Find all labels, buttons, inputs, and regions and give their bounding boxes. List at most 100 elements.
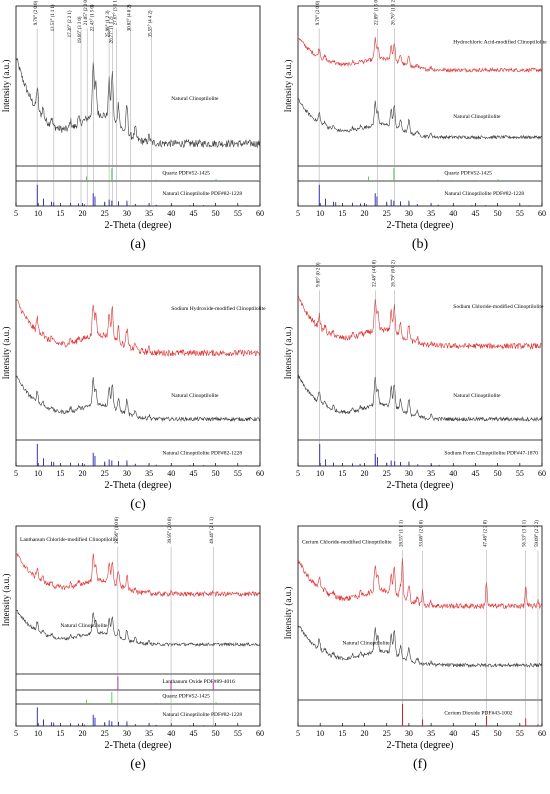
x-tick-label: 55 [516, 469, 524, 478]
peak-label: 9.76° (2 0 0) [316, 0, 321, 25]
x-tick-label: 40 [449, 209, 457, 218]
x-tick-label: 40 [167, 469, 175, 478]
x-tick-label: 20 [361, 469, 369, 478]
panel-letter: (d) [412, 497, 429, 512]
x-tick-label: 15 [338, 729, 346, 738]
x-tick-label: 30 [123, 209, 131, 218]
plot-frame [15, 265, 261, 467]
x-tick-label: 50 [212, 469, 220, 478]
peak-label: 26.79° (0 0 2) [392, 260, 397, 287]
x-tick-label: 25 [101, 209, 109, 218]
x-axis-label: 2-Theta (degree) [387, 740, 454, 751]
x-tick-label: 50 [494, 209, 502, 218]
peak-label: 25.98° (1 2 3) [106, 10, 111, 37]
y-axis-label: Intensity (a.u.) [283, 60, 293, 113]
x-tick-label: 10 [34, 729, 42, 738]
x-tick-label: 15 [56, 729, 64, 738]
x-tick-label: 40 [449, 729, 457, 738]
x-tick-label: 5 [14, 729, 18, 738]
x-tick-label: 25 [383, 729, 391, 738]
series-label: Cerium Chloride-modified Clinoptilolite [302, 538, 392, 545]
peak-label: 49.46° (2 1 1) [210, 517, 215, 544]
x-tick-label: 30 [123, 469, 131, 478]
x-tick-label: 60 [538, 209, 546, 218]
x-tick-label: 35 [427, 469, 435, 478]
y-axis-label: Intensity (a.u.) [1, 574, 11, 627]
x-tick-label: 5 [14, 209, 18, 218]
peak-label: 17.36° (2 2 1) [68, 10, 73, 37]
x-tick-label: 10 [34, 469, 42, 478]
x-tick-label: 30 [405, 729, 413, 738]
peak-label: 13.53° (1 1 1) [51, 4, 56, 31]
x-tick-label: 20 [79, 469, 87, 478]
peak-label: 39.95° (2 0 0) [168, 517, 173, 544]
reference-label: Natural Clinoptilolite PDF#82-1228 [444, 191, 524, 197]
plot-frame [15, 525, 261, 727]
series-line-natural [297, 374, 543, 422]
x-tick-label: 60 [256, 729, 264, 738]
reference-label: Quartz PDF#52-1425 [162, 170, 210, 176]
chart-panel: Intensity (a.u.) 5 10 15 20 25 30 35 40 45 50 55 60 2… [1, 0, 264, 252]
panel-letter: (e) [130, 757, 146, 772]
x-tick-label: 10 [316, 209, 324, 218]
x-tick-label: 40 [167, 729, 175, 738]
x-tick-label: 45 [189, 209, 197, 218]
series-label: Natural Clinoptilolite [342, 640, 390, 646]
x-tick-label: 45 [471, 209, 479, 218]
x-tick-label: 45 [471, 469, 479, 478]
x-tick-label: 30 [405, 209, 413, 218]
plot-frame [297, 5, 543, 207]
series-line-modified [297, 36, 542, 73]
chart-panel: Intensity (a.u.) 5 10 15 20 25 30 35 40 45 50 55 60 2… [283, 260, 546, 512]
peak-label: 59.09° (2 2 2) [535, 520, 540, 547]
peak-label: 19.66° (3 3 0) [78, 16, 83, 43]
panel-letter: (a) [130, 237, 146, 252]
x-tick-label: 55 [516, 209, 524, 218]
series-line-modified [297, 558, 543, 610]
peak-label: 56.33° (3 1 1) [523, 520, 528, 547]
peak-label: 21.05° (2 0 0) [84, 0, 89, 25]
series-line-modified [15, 551, 261, 598]
series-label: Sodium Chloride-modified Clinoptilolite [453, 303, 544, 310]
x-tick-label: 10 [34, 209, 42, 218]
reference-label: Natural Clinoptilolite PDF#82-1228 [162, 712, 242, 718]
peak-label: 30.82° (4 0 2) [128, 4, 133, 31]
peak-label: 47.48° (2 2 0) [483, 520, 488, 547]
x-tick-label: 35 [145, 729, 153, 738]
peak-label: 9.76° (2 0 0) [34, 0, 39, 25]
y-axis-label: Intensity (a.u.) [283, 587, 293, 640]
peak-label: 22.43° (1 5 0) [90, 4, 95, 31]
x-tick-label: 30 [405, 469, 413, 478]
reference-label: Natural Clinoptilolite PDF#82-1228 [162, 450, 242, 456]
x-tick-label: 10 [316, 729, 324, 738]
x-tick-label: 5 [14, 469, 18, 478]
x-tick-label: 35 [145, 209, 153, 218]
x-axis-label: 2-Theta (degree) [387, 220, 454, 231]
x-tick-label: 50 [212, 209, 220, 218]
peak-label: 26.76° (1 1 2) [392, 0, 397, 25]
x-tick-label: 35 [427, 209, 435, 218]
plot-frame [15, 5, 261, 207]
x-tick-label: 20 [79, 209, 87, 218]
reference-label: Quartz PDF#52-1425 [162, 694, 210, 700]
panel-letter: (f) [413, 757, 427, 772]
y-axis-label: Intensity (a.u.) [1, 60, 11, 113]
series-label: Hydrochloric Acid-modified Clinoptilolit… [453, 39, 547, 46]
x-tick-label: 60 [538, 729, 546, 738]
peak-label: 22.48° (4 0 0) [373, 260, 378, 287]
series-label: Lanthanum Chloride-modified Clinoptiloli… [20, 536, 119, 543]
x-tick-label: 45 [189, 469, 197, 478]
x-tick-label: 35 [145, 469, 153, 478]
peak-label: 33.08° (2 0 0) [420, 520, 425, 547]
reference-label: Sodium Form Clinoptilolite PDF#47-1870 [444, 450, 538, 456]
series-label: Sodium Hydroxide-modified Clinoptilolite [171, 305, 266, 312]
x-tick-label: 15 [338, 209, 346, 218]
reference-label: Quartz PDF#52-1425 [444, 170, 492, 176]
x-tick-label: 40 [167, 209, 175, 218]
x-tick-label: 25 [383, 469, 391, 478]
series-label: Natural Clinoptilolite [453, 114, 501, 120]
x-tick-label: 50 [212, 729, 220, 738]
x-axis-label: 2-Theta (degree) [105, 480, 172, 491]
chart-panel: Intensity (a.u.) 5 10 15 20 25 30 35 40 45 50 55 60 2… [283, 0, 547, 252]
